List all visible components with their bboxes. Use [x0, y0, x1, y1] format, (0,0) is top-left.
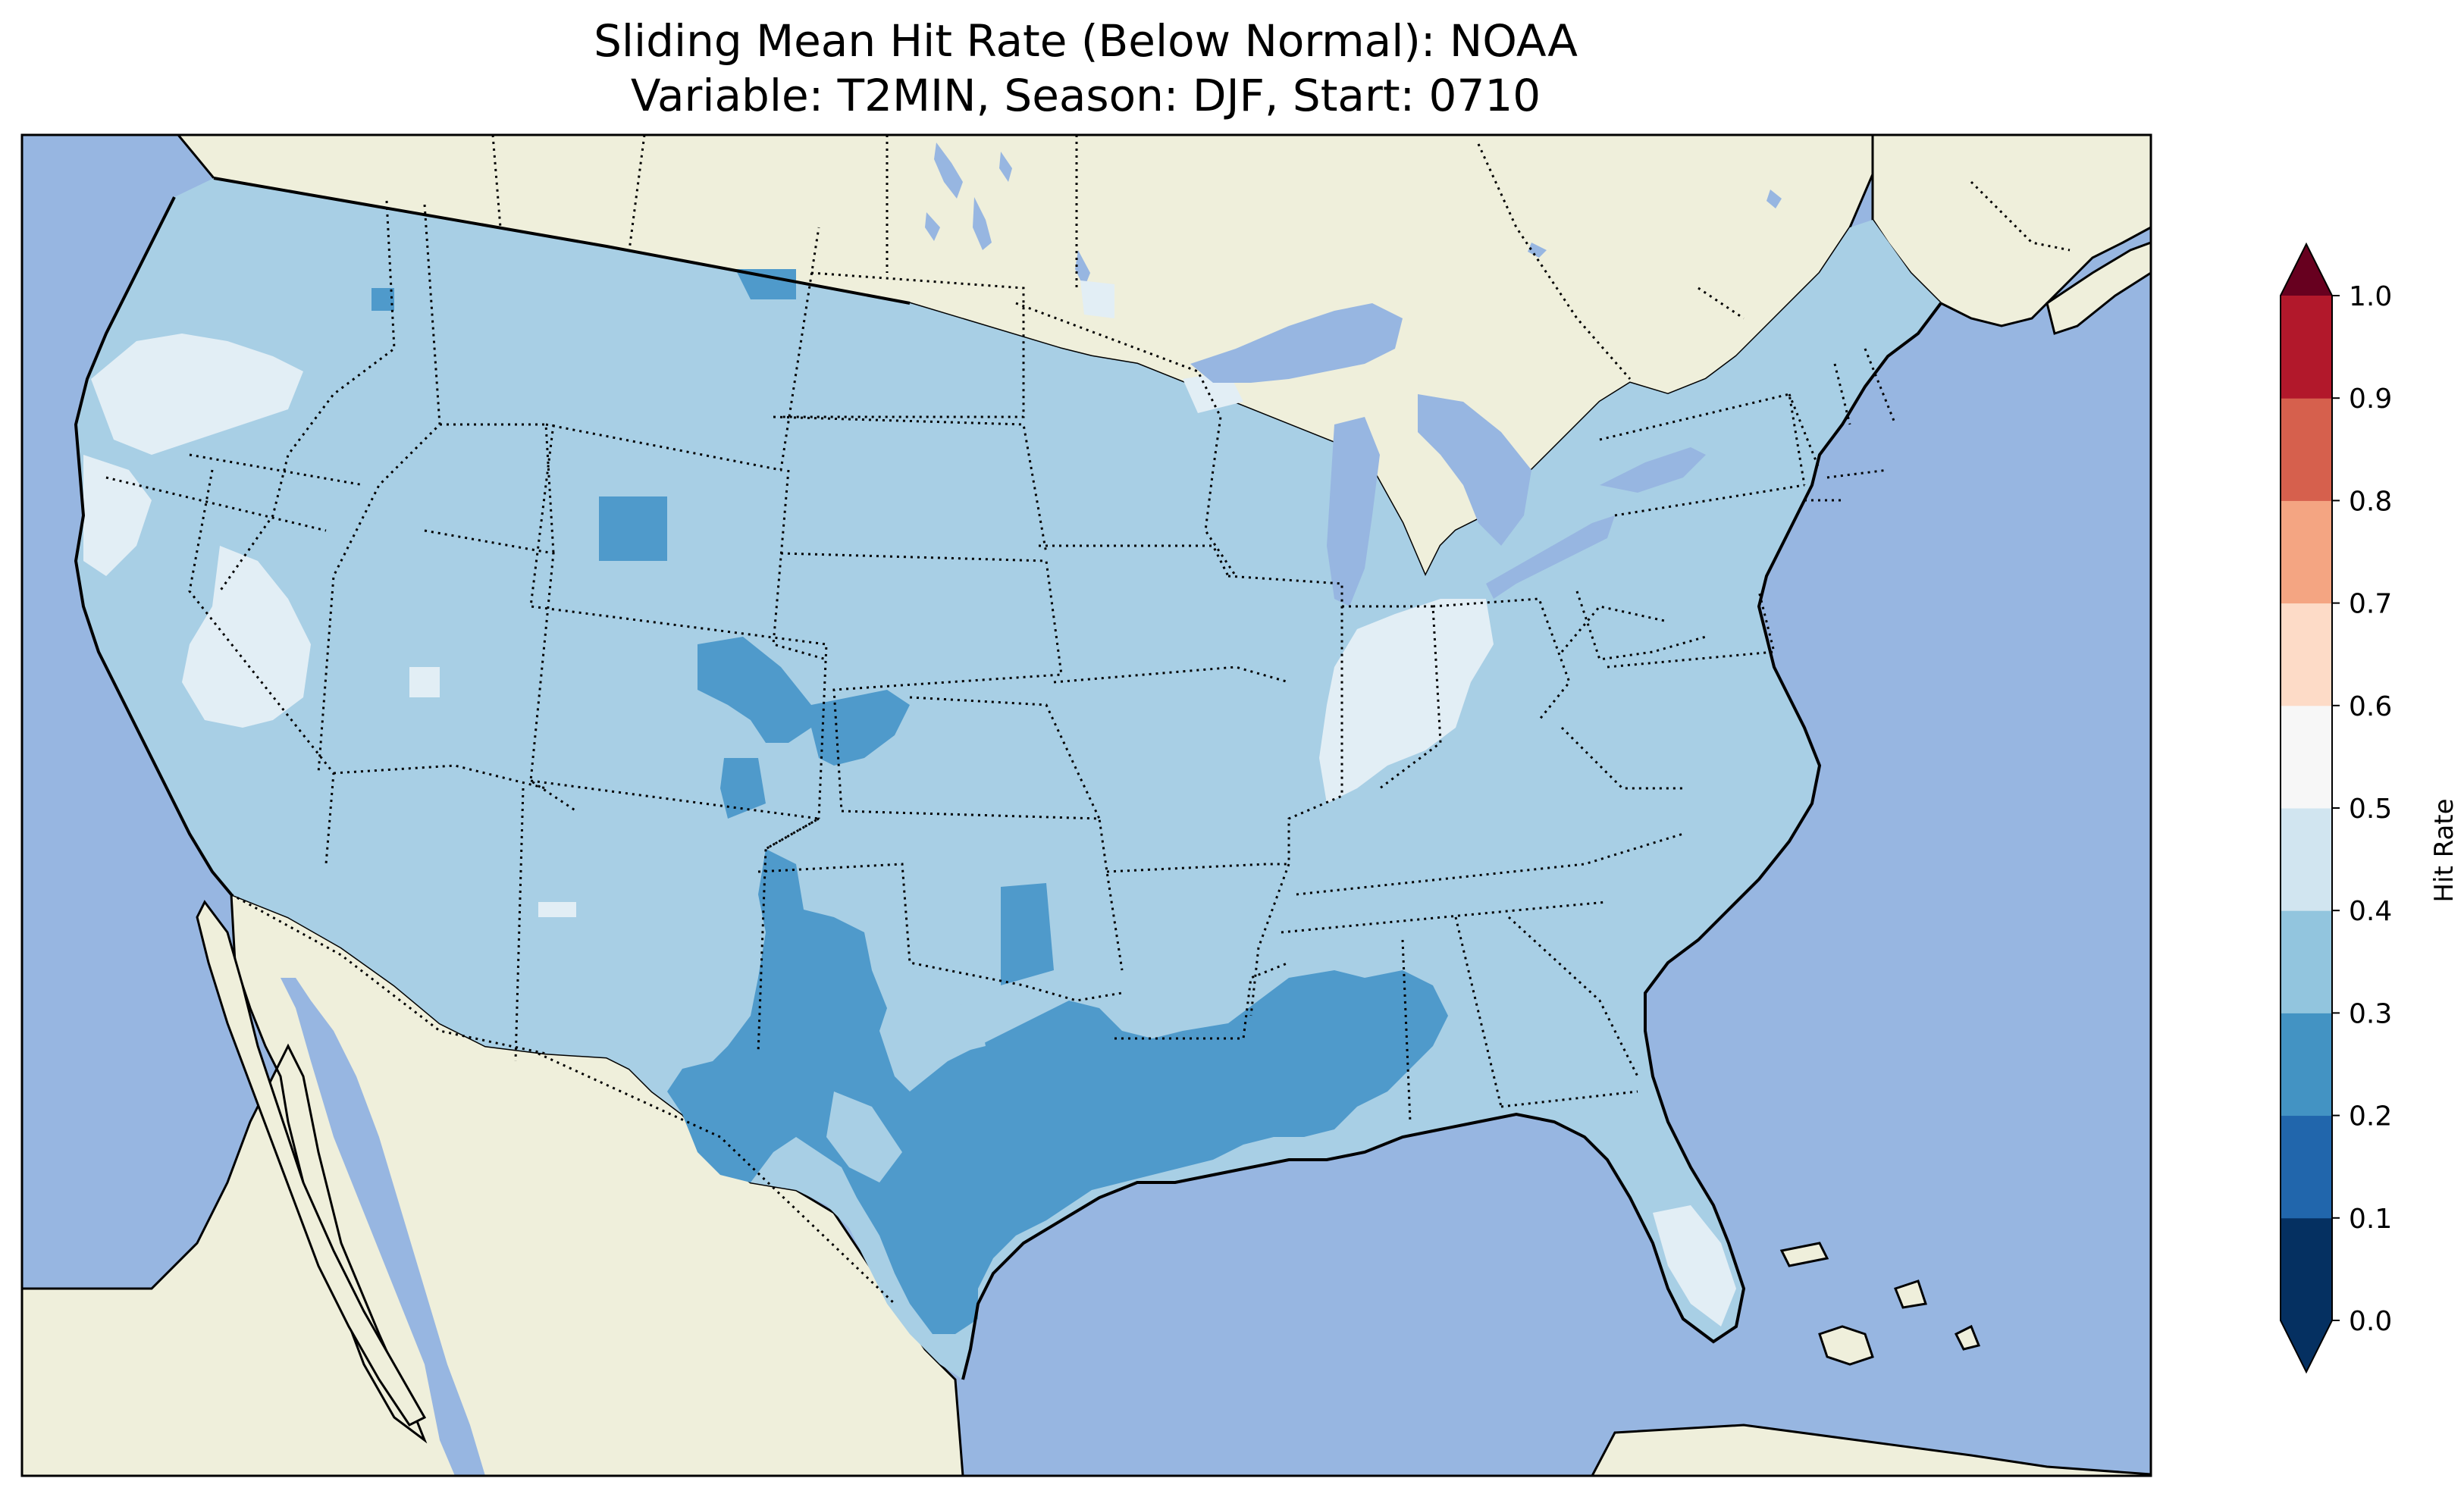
colorbar-extend-max: [2281, 244, 2332, 296]
colorbar-bin: [2281, 398, 2332, 501]
title-line-1: Sliding Mean Hit Rate (Below Normal): NO…: [594, 15, 1578, 67]
colorbar-bin: [2281, 705, 2332, 809]
chart-title: Sliding Mean Hit Rate (Below Normal): NO…: [21, 14, 2150, 123]
canada-lake: [1075, 250, 1090, 288]
colorbar-segments: [2280, 242, 2333, 1374]
international-borders: [230, 135, 2071, 1305]
hit-rate-0.2-0.3-patch: [720, 758, 766, 819]
colorbar-tick-label: 0.5: [2349, 794, 2392, 825]
canada-lake: [1766, 189, 1782, 208]
colorbar-tick-label: 1.0: [2349, 281, 2392, 312]
cuba-land: [1818, 1325, 1874, 1366]
canada-lake: [999, 152, 1012, 182]
colorbar-label: Hit Rate: [2429, 798, 2459, 902]
baja-california: [196, 900, 427, 1427]
lake-huron: [1418, 394, 1531, 546]
colorbar-bin: [2281, 603, 2332, 706]
colorbar-bin: [2281, 500, 2332, 604]
colorbar-tick-label: 0.0: [2349, 1306, 2392, 1337]
island: [1894, 1279, 1927, 1309]
hit-rate-0.2-0.3-patch: [599, 496, 667, 561]
lake-erie: [1486, 515, 1615, 599]
canada-lake: [934, 143, 963, 199]
hit-rate-0.2-0.3-patch: [371, 288, 394, 311]
hit-rate-0.4-0.5-patch: [1653, 1205, 1736, 1326]
hit-rate-0.2-0.3-patch: [698, 637, 910, 766]
colorbar-tick-label: 0.3: [2349, 998, 2392, 1029]
colorbar-bin: [2281, 1217, 2332, 1321]
colorbar-tick-label: 0.2: [2349, 1101, 2392, 1132]
hit-rate-0.2-0.3-patch: [826, 1092, 902, 1182]
colorbar-tick-label: 0.8: [2349, 486, 2392, 517]
title-line-2: Variable: T2MIN, Season: DJF, Start: 071…: [630, 70, 1541, 121]
island: [1954, 1324, 1981, 1351]
hit-rate-0.4-0.5-patch: [409, 667, 440, 697]
canada-lake: [1528, 243, 1547, 258]
colorbar-bin: [2281, 296, 2332, 399]
colorbar-bin: [2281, 1115, 2332, 1219]
hit-rate-0.2-0.3-patch: [667, 849, 1448, 1334]
canada-lake: [973, 197, 992, 250]
hit-rate-0.2-0.3-patch: [735, 269, 796, 299]
island: [1591, 1424, 2151, 1476]
hit-rate-0.4-0.5-patch: [182, 546, 311, 728]
canada-lake: [925, 212, 940, 241]
hit-rate-0.2-0.3-patch: [1001, 883, 1054, 985]
lake-superior: [1190, 303, 1403, 383]
map-panel: [20, 133, 2152, 1477]
nova-scotia-land: [2045, 241, 2151, 335]
hit-rate-0.4-0.5-patch: [91, 334, 303, 455]
colorbar-bin: [2281, 910, 2332, 1013]
coastlines: [74, 177, 1942, 1380]
colorbar-tick-label: 0.4: [2349, 896, 2392, 927]
colorbar-bin: [2281, 1013, 2332, 1117]
gulf-of-california: [281, 978, 485, 1476]
colorbar-tick-label: 0.9: [2349, 384, 2392, 415]
lake-ontario: [1600, 447, 1706, 493]
island: [1779, 1242, 1829, 1267]
colorbar-ticks: 0.0 0.1 0.2 0.3 0.4 0.5 0.6 0.7 0.8 0.9 1.0: [2332, 281, 2392, 1337]
conus-hit-rate-0.3-0.4: [76, 178, 1941, 1380]
state-borders: [105, 200, 1897, 1123]
colorbar-bin: [2281, 808, 2332, 911]
hit-rate-0.4-0.5-patch: [1319, 599, 1494, 803]
map-frame: [20, 133, 2152, 1477]
hit-rate-0.4-0.5-patch: [538, 902, 576, 917]
colorbar-extend-min: [2281, 1320, 2332, 1372]
colorbar-tick-label: 0.1: [2349, 1204, 2392, 1235]
lake-michigan: [1327, 417, 1380, 606]
colorbar-tick-label: 0.6: [2349, 691, 2392, 722]
colorbar-tick-label: 0.7: [2349, 589, 2392, 620]
hit-rate-0.2-0.3-patch: [940, 1001, 986, 1054]
hit-rate-0.4-0.5-patch: [1080, 280, 1114, 318]
